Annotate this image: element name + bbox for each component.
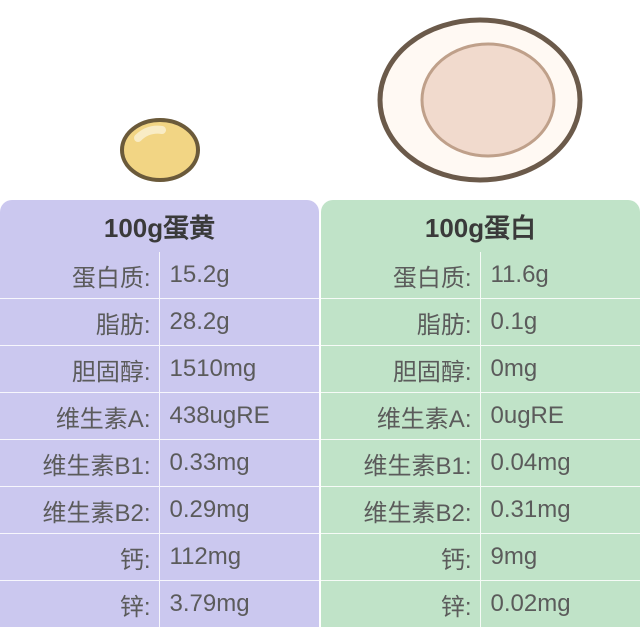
nutrient-label: 锌: xyxy=(321,581,481,627)
nutrient-label: 蛋白质: xyxy=(0,252,160,298)
nutrient-row: 钙:112mg xyxy=(0,533,319,580)
nutrient-value: 28.2g xyxy=(160,299,320,345)
nutrient-label: 脂肪: xyxy=(321,299,481,345)
tables-row: 100g蛋黄 蛋白质:15.2g脂肪:28.2g胆固醇:1510mg维生素A:4… xyxy=(0,200,640,627)
nutrient-row: 锌:3.79mg xyxy=(0,580,319,627)
nutrient-value: 0.02mg xyxy=(481,581,640,627)
yolk-illustration-cell xyxy=(0,0,320,200)
nutrient-value: 11.6g xyxy=(481,252,640,298)
nutrient-value: 1510mg xyxy=(160,346,320,392)
illustration-row xyxy=(0,0,640,200)
nutrient-value: 15.2g xyxy=(160,252,320,298)
nutrient-row: 蛋白质:11.6g xyxy=(321,252,640,298)
nutrient-label: 蛋白质: xyxy=(321,252,481,298)
nutrient-value: 438ugRE xyxy=(160,393,320,439)
nutrient-row: 脂肪:28.2g xyxy=(0,298,319,345)
egg-yolk-icon xyxy=(100,90,220,190)
white-rows: 蛋白质:11.6g脂肪:0.1g胆固醇:0mg维生素A:0ugRE维生素B1:0… xyxy=(321,252,640,627)
nutrient-row: 维生素B1:0.04mg xyxy=(321,439,640,486)
nutrient-row: 脂肪:0.1g xyxy=(321,298,640,345)
nutrition-comparison: 100g蛋黄 蛋白质:15.2g脂肪:28.2g胆固醇:1510mg维生素A:4… xyxy=(0,0,640,627)
nutrient-label: 钙: xyxy=(0,534,160,580)
nutrient-label: 维生素B1: xyxy=(0,440,160,486)
nutrient-label: 维生素A: xyxy=(0,393,160,439)
nutrient-label: 维生素B1: xyxy=(321,440,481,486)
nutrient-value: 0ugRE xyxy=(481,393,640,439)
nutrient-row: 胆固醇:1510mg xyxy=(0,345,319,392)
nutrient-value: 0.29mg xyxy=(160,487,320,533)
nutrient-label: 锌: xyxy=(0,581,160,627)
nutrient-value: 0.04mg xyxy=(481,440,640,486)
nutrient-value: 0.1g xyxy=(481,299,640,345)
yolk-rows: 蛋白质:15.2g脂肪:28.2g胆固醇:1510mg维生素A:438ugRE维… xyxy=(0,252,319,627)
nutrient-label: 脂肪: xyxy=(0,299,160,345)
white-header: 100g蛋白 xyxy=(321,200,640,252)
nutrient-row: 胆固醇:0mg xyxy=(321,345,640,392)
nutrient-row: 维生素A:438ugRE xyxy=(0,392,319,439)
nutrient-row: 维生素A:0ugRE xyxy=(321,392,640,439)
nutrient-row: 蛋白质:15.2g xyxy=(0,252,319,298)
nutrient-value: 0.33mg xyxy=(160,440,320,486)
egg-white-icon xyxy=(370,0,590,190)
nutrient-value: 0.31mg xyxy=(481,487,640,533)
white-column: 100g蛋白 蛋白质:11.6g脂肪:0.1g胆固醇:0mg维生素A:0ugRE… xyxy=(321,200,640,627)
white-illustration-cell xyxy=(320,0,640,200)
nutrient-label: 胆固醇: xyxy=(0,346,160,392)
yolk-column: 100g蛋黄 蛋白质:15.2g脂肪:28.2g胆固醇:1510mg维生素A:4… xyxy=(0,200,319,627)
nutrient-label: 钙: xyxy=(321,534,481,580)
nutrient-value: 0mg xyxy=(481,346,640,392)
nutrient-row: 锌:0.02mg xyxy=(321,580,640,627)
nutrient-label: 维生素B2: xyxy=(321,487,481,533)
nutrient-value: 112mg xyxy=(160,534,320,580)
nutrient-label: 维生素B2: xyxy=(0,487,160,533)
nutrient-label: 维生素A: xyxy=(321,393,481,439)
nutrient-row: 维生素B2:0.29mg xyxy=(0,486,319,533)
nutrient-label: 胆固醇: xyxy=(321,346,481,392)
yolk-header: 100g蛋黄 xyxy=(0,200,319,252)
nutrient-row: 维生素B2:0.31mg xyxy=(321,486,640,533)
nutrient-row: 维生素B1:0.33mg xyxy=(0,439,319,486)
nutrient-row: 钙:9mg xyxy=(321,533,640,580)
nutrient-value: 9mg xyxy=(481,534,640,580)
nutrient-value: 3.79mg xyxy=(160,581,320,627)
